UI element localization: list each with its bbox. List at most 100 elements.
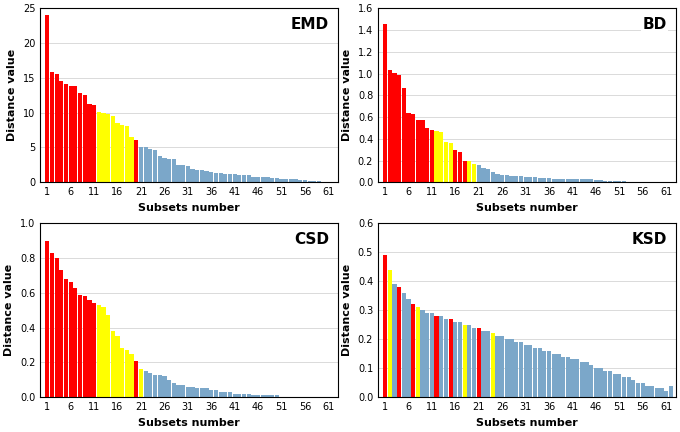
Bar (566, 356, 570, 397)
Bar (584, 179, 589, 182)
Bar (542, 178, 547, 182)
Bar (111, 115, 115, 182)
Bar (270, 178, 274, 182)
Bar (533, 348, 537, 397)
Bar (69, 283, 73, 397)
Bar (668, 385, 673, 397)
X-axis label: Subsets number: Subsets number (476, 203, 577, 213)
Bar (111, 331, 115, 397)
X-axis label: Subsets number: Subsets number (138, 418, 240, 428)
Bar (472, 164, 476, 182)
Bar (636, 383, 640, 397)
Bar (655, 388, 659, 397)
Bar (571, 179, 575, 182)
Bar (538, 178, 542, 182)
Bar (556, 354, 560, 397)
Bar (415, 121, 420, 182)
Bar (163, 158, 167, 182)
Bar (491, 172, 495, 182)
Bar (50, 73, 54, 182)
Bar (171, 383, 176, 397)
Bar (505, 339, 509, 397)
Bar (167, 159, 171, 182)
Bar (200, 171, 204, 182)
Bar (392, 284, 396, 397)
Bar (153, 150, 157, 182)
Bar (101, 307, 105, 397)
Bar (120, 349, 124, 397)
Bar (608, 181, 612, 182)
Bar (284, 179, 288, 182)
Bar (626, 377, 631, 397)
Bar (260, 395, 265, 397)
Bar (449, 319, 453, 397)
Bar (83, 95, 87, 182)
Bar (477, 327, 481, 397)
Bar (383, 255, 387, 397)
Bar (397, 75, 401, 182)
Bar (214, 172, 218, 182)
Bar (317, 181, 321, 182)
Bar (171, 159, 176, 182)
Bar (439, 316, 443, 397)
Bar (125, 350, 129, 397)
Bar (388, 270, 392, 397)
Bar (134, 361, 139, 397)
Bar (622, 377, 626, 397)
Bar (542, 351, 547, 397)
Bar (505, 175, 509, 182)
Bar (275, 178, 279, 182)
Bar (575, 179, 579, 182)
Bar (139, 147, 143, 182)
Bar (195, 170, 199, 182)
Bar (575, 359, 579, 397)
Bar (509, 339, 513, 397)
Bar (613, 181, 617, 182)
Bar (158, 156, 162, 182)
Bar (453, 322, 458, 397)
Bar (186, 166, 190, 182)
Bar (514, 342, 518, 397)
Bar (209, 172, 214, 182)
Bar (496, 174, 500, 182)
Bar (54, 74, 58, 182)
Bar (195, 388, 199, 397)
Bar (617, 374, 622, 397)
Y-axis label: Distance value: Distance value (7, 49, 17, 141)
Bar (129, 137, 134, 182)
Bar (176, 385, 181, 397)
Bar (481, 168, 486, 182)
Bar (631, 380, 636, 397)
Bar (237, 394, 241, 397)
Bar (467, 325, 471, 397)
Bar (256, 177, 260, 182)
Bar (407, 113, 411, 182)
Bar (402, 88, 406, 182)
Bar (571, 359, 575, 397)
Bar (608, 371, 612, 397)
Bar (538, 348, 542, 397)
Bar (566, 179, 570, 182)
Bar (415, 307, 420, 397)
Bar (453, 149, 458, 182)
Bar (392, 73, 396, 182)
Bar (528, 345, 532, 397)
Bar (603, 371, 607, 397)
Bar (594, 368, 598, 397)
Bar (580, 362, 584, 397)
Bar (458, 322, 462, 397)
Bar (294, 179, 298, 182)
Bar (407, 299, 411, 397)
Bar (402, 293, 406, 397)
Bar (303, 180, 307, 182)
Bar (50, 253, 54, 397)
Bar (477, 165, 481, 182)
Bar (247, 175, 251, 182)
Bar (458, 152, 462, 182)
Bar (116, 336, 120, 397)
Bar (209, 390, 214, 397)
Bar (143, 147, 148, 182)
Bar (307, 181, 311, 182)
Bar (83, 296, 87, 397)
Bar (176, 165, 181, 182)
